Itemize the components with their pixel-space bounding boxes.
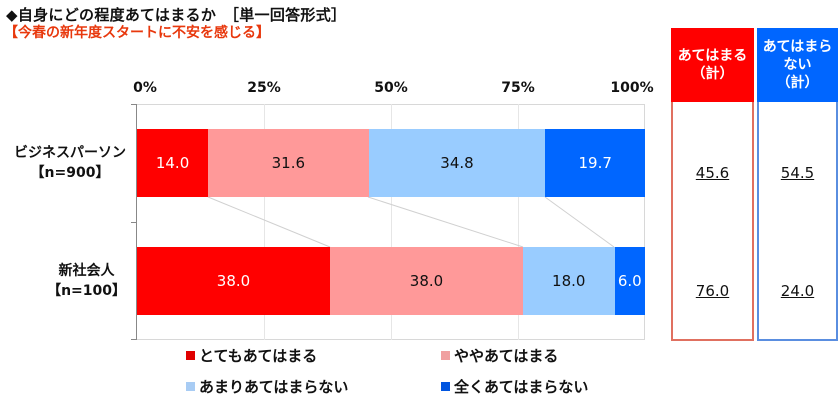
x-tick-0: 0% (133, 80, 157, 96)
legend-item-not-at-all: 全くあてはまらない (441, 376, 588, 397)
bar-segment-not-at-all: 19.7 (545, 129, 645, 197)
summary-not-applies-box: あてはまら ない （計） 54.5 24.0 (757, 28, 838, 341)
summary-applies-value: 45.6 (695, 164, 730, 182)
x-tick-75: 75% (501, 80, 535, 96)
legend-label: あまりあてはまらない (199, 378, 349, 396)
legend-swatch-icon (186, 351, 195, 360)
chart-subtitle: 【今春の新年度スタートに不安を感じる】 (4, 25, 270, 41)
summary-applies-box: あてはまる （計） 45.6 76.0 (671, 28, 754, 341)
bar-newgrad: 38.0 38.0 18.0 6.0 (137, 247, 645, 315)
legend-swatch-icon (186, 382, 195, 391)
x-tick-25: 25% (247, 80, 281, 96)
bar-segment-very: 38.0 (137, 247, 330, 315)
x-tick-50: 50% (374, 80, 408, 96)
legend-item-very: とてもあてはまる (186, 345, 317, 366)
summary-not-applies-header: あてはまら ない （計） (757, 28, 838, 102)
y-axis-tick (131, 339, 137, 340)
legend-swatch-icon (441, 351, 450, 360)
legend-item-somewhat: ややあてはまる (441, 345, 558, 366)
row-label-n: 【n=900】 (30, 165, 110, 181)
bar-segment-not-much: 18.0 (523, 247, 615, 315)
legend-label: とてもあてはまる (199, 347, 318, 365)
row-label-name: 新社会人 (58, 263, 115, 279)
legend-label: 全くあてはまらない (454, 378, 589, 396)
row-label-name: ビジネスパーソン (14, 145, 126, 161)
x-tick-100: 100% (610, 80, 654, 96)
bar-segment-very: 14.0 (137, 129, 209, 197)
y-axis-tick (131, 222, 137, 223)
row-label-newgrad: 新社会人 【n=100】 (47, 261, 126, 301)
chart-title: ◆自身にどの程度あてはまるか ［単一回答形式］ (6, 6, 347, 24)
legend-item-not-much: あまりあてはまらない (186, 376, 348, 397)
y-axis-tick (131, 104, 137, 105)
summary-applies-header: あてはまる （計） (671, 28, 754, 102)
bar-segment-somewhat: 31.6 (208, 129, 369, 197)
legend-label: ややあてはまる (454, 347, 559, 365)
bar-business: 14.0 31.6 34.8 19.7 (137, 129, 645, 197)
bar-segment-not-at-all: 6.0 (614, 247, 645, 315)
row-label-n: 【n=100】 (47, 283, 126, 299)
bar-segment-somewhat: 38.0 (330, 247, 523, 315)
summary-not-applies-value: 54.5 (780, 164, 815, 182)
summary-applies-value: 76.0 (695, 282, 730, 300)
summary-not-applies-value: 24.0 (780, 282, 815, 300)
row-label-business: ビジネスパーソン 【n=900】 (14, 143, 126, 183)
legend-swatch-icon (441, 382, 450, 391)
bar-segment-not-much: 34.8 (368, 129, 546, 197)
